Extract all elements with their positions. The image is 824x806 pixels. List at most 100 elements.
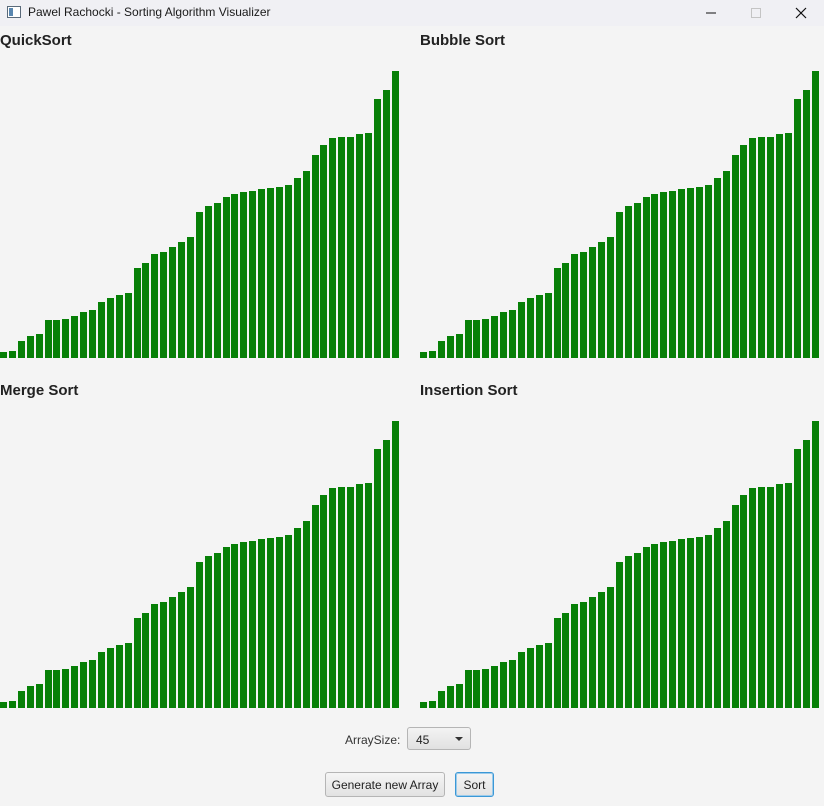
- array-bar: [124, 643, 132, 708]
- array-bar: [302, 171, 310, 358]
- quicksort-panel: QuickSort: [0, 28, 400, 368]
- array-bar: [53, 670, 61, 708]
- array-bar: [240, 542, 248, 708]
- array-bar: [669, 541, 677, 708]
- array-bar: [776, 134, 783, 358]
- array-bar: [776, 484, 783, 708]
- array-size-select[interactable]: 45: [407, 727, 471, 750]
- close-button[interactable]: [778, 0, 824, 26]
- array-bar: [195, 562, 203, 708]
- maximize-button[interactable]: [733, 0, 779, 26]
- array-bar: [364, 133, 372, 358]
- array-bar: [231, 194, 239, 358]
- array-bar: [749, 138, 757, 358]
- array-bar: [722, 521, 730, 708]
- window-title: Pawel Rachocki - Sorting Algorithm Visua…: [28, 5, 271, 19]
- array-bar: [89, 660, 96, 708]
- array-bar: [240, 192, 248, 358]
- array-bar: [133, 268, 141, 358]
- array-bar: [204, 556, 212, 708]
- bubble-sort-title: Bubble Sort: [420, 32, 505, 49]
- array-bar: [811, 71, 819, 358]
- array-bar: [151, 254, 159, 358]
- array-bar: [633, 553, 641, 708]
- insertion-sort-bars: [420, 408, 820, 708]
- array-bar: [615, 212, 623, 358]
- array-bar: [329, 138, 337, 358]
- array-bar: [687, 538, 694, 708]
- array-bar: [26, 686, 34, 708]
- close-icon: [795, 7, 807, 19]
- array-bar: [391, 71, 399, 358]
- array-bar: [178, 592, 185, 708]
- array-bar: [186, 587, 194, 708]
- array-bar: [222, 547, 230, 708]
- array-bar: [606, 237, 614, 358]
- array-bar: [284, 535, 292, 708]
- array-bar: [678, 189, 686, 358]
- array-bar: [544, 643, 552, 708]
- array-bar: [0, 352, 7, 358]
- minimize-button[interactable]: [688, 0, 734, 26]
- array-bar: [580, 252, 588, 358]
- array-bar: [500, 662, 508, 708]
- array-bar: [446, 686, 454, 708]
- array-bar: [89, 310, 96, 358]
- array-bar: [204, 206, 212, 358]
- array-bar: [624, 556, 632, 708]
- array-bar: [35, 334, 43, 358]
- array-bar: [391, 421, 399, 708]
- array-bar: [97, 652, 105, 708]
- array-bar: [35, 684, 43, 708]
- array-bar: [767, 487, 775, 708]
- array-bar: [62, 319, 70, 358]
- array-bar: [373, 99, 381, 358]
- array-bar: [80, 662, 88, 708]
- array-bar: [115, 645, 123, 708]
- array-bar: [642, 197, 650, 358]
- array-bar: [311, 505, 319, 708]
- array-bar: [571, 254, 579, 358]
- title-bar[interactable]: Pawel Rachocki - Sorting Algorithm Visua…: [0, 0, 824, 26]
- array-bar: [562, 263, 570, 358]
- array-bar: [44, 670, 52, 708]
- array-bar: [249, 541, 257, 708]
- insertion-sort-title: Insertion Sort: [420, 382, 518, 399]
- array-bar: [517, 302, 525, 358]
- array-bar: [151, 604, 159, 708]
- array-bar: [373, 449, 381, 708]
- array-bar: [320, 495, 328, 708]
- array-bar: [62, 669, 70, 708]
- array-bar: [464, 320, 472, 358]
- array-bar: [731, 505, 739, 708]
- sort-button[interactable]: Sort: [455, 772, 494, 797]
- array-bar: [767, 137, 775, 358]
- array-bar: [275, 537, 283, 708]
- array-bar: [589, 597, 597, 708]
- array-bar: [802, 90, 810, 358]
- array-bar: [758, 487, 766, 708]
- array-bar: [0, 702, 7, 708]
- merge-sort-panel: Merge Sort: [0, 378, 400, 718]
- array-bar: [195, 212, 203, 358]
- array-bar: [553, 268, 561, 358]
- array-bar: [615, 562, 623, 708]
- bubble-sort-panel: Bubble Sort: [420, 28, 820, 368]
- array-bar: [420, 352, 427, 358]
- array-bar: [571, 604, 579, 708]
- array-bar: [293, 528, 301, 708]
- array-bar: [311, 155, 319, 358]
- array-bar: [651, 544, 659, 708]
- array-bar: [624, 206, 632, 358]
- array-bar: [793, 449, 801, 708]
- array-bar: [213, 203, 221, 358]
- array-bar: [169, 597, 177, 708]
- array-bar: [267, 538, 274, 708]
- array-bar: [222, 197, 230, 358]
- array-bar: [267, 188, 274, 358]
- array-bar: [231, 544, 239, 708]
- array-bar: [142, 613, 150, 708]
- array-bar: [544, 293, 552, 358]
- array-bar: [382, 90, 390, 358]
- generate-array-button[interactable]: Generate new Array: [325, 772, 445, 797]
